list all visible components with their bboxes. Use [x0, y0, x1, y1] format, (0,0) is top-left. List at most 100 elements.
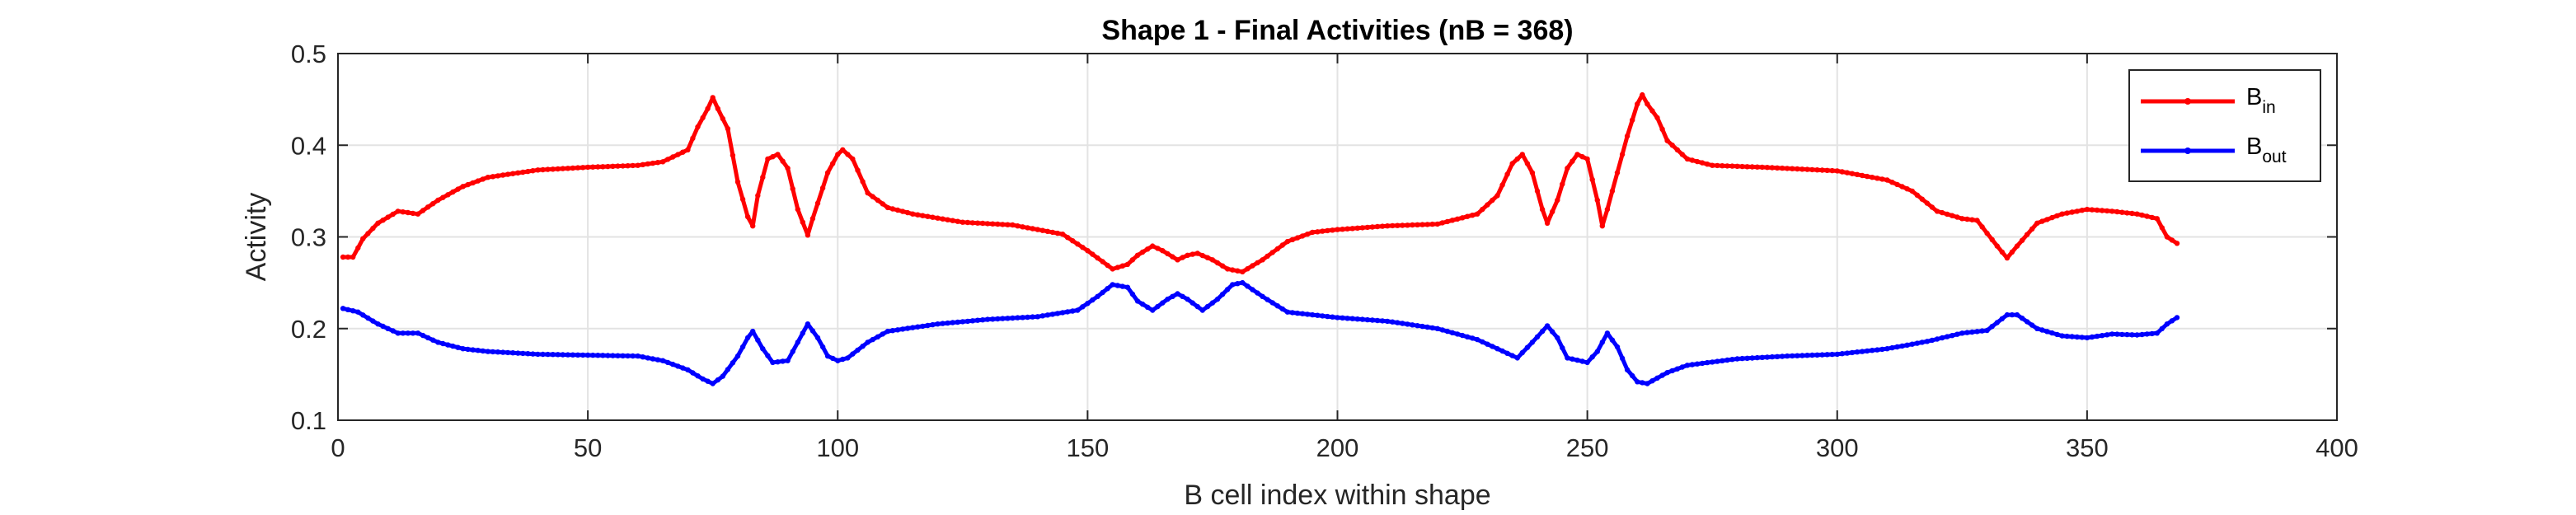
data-point-b-in [680, 149, 686, 155]
data-point-b-out [1524, 344, 1531, 350]
data-point-b-in [1204, 255, 1211, 260]
data-point-b-out [1914, 340, 1920, 346]
data-point-b-in [1485, 202, 1490, 208]
data-point-b-out [1560, 344, 1565, 351]
data-point-b-in [935, 215, 941, 221]
data-point-b-out [2174, 315, 2180, 321]
data-point-b-in [884, 204, 891, 211]
data-point-b-in [1155, 246, 1161, 251]
data-point-b-in [990, 221, 996, 227]
data-point-b-out [875, 334, 881, 339]
data-point-b-in [584, 164, 591, 171]
data-point-b-out [1310, 311, 1316, 318]
data-point-b-in [2104, 208, 2110, 214]
data-point-b-in [1070, 238, 1076, 244]
data-point-b-in [480, 176, 486, 182]
data-point-b-in [1599, 223, 1606, 229]
data-point-b-out [1209, 300, 1216, 306]
data-point-b-in [2009, 249, 2015, 255]
data-point-b-in [2004, 255, 2011, 261]
data-point-b-out [1005, 316, 1011, 321]
data-point-b-out [830, 355, 836, 362]
data-point-b-out [1779, 353, 1785, 359]
data-point-b-in [525, 168, 531, 175]
data-point-b-out [1020, 315, 1025, 321]
data-point-b-in [915, 212, 921, 218]
series-group [340, 279, 2180, 386]
data-point-b-in [2034, 220, 2040, 226]
data-point-b-out [805, 321, 811, 327]
data-point-b-out [1340, 315, 1345, 321]
data-point-b-in [1129, 257, 1136, 263]
data-point-b-in [1614, 170, 1621, 176]
data-point-b-in [870, 194, 875, 199]
data-point-b-out [894, 327, 901, 333]
data-point-b-out [990, 316, 996, 322]
data-point-b-out [450, 343, 456, 349]
data-point-b-in [355, 245, 361, 251]
data-point-b-out [1769, 353, 1776, 360]
data-point-b-in [595, 164, 601, 170]
x-tick-label: 250 [1566, 433, 1609, 462]
data-point-b-out [1679, 364, 1686, 370]
data-point-b-out [1265, 297, 1270, 302]
data-point-b-in [475, 178, 481, 184]
data-point-b-in [1674, 147, 1681, 152]
data-point-b-in [615, 163, 621, 169]
data-point-b-out [710, 381, 716, 386]
data-point-b-out [550, 352, 556, 358]
data-point-b-out [2079, 335, 2085, 340]
data-point-b-out [1689, 362, 1696, 368]
data-point-b-out [1000, 316, 1006, 321]
data-point-b-out [1799, 353, 1805, 358]
data-point-b-out [1584, 359, 1590, 366]
data-point-b-in [1284, 238, 1291, 245]
data-point-b-out [2084, 335, 2090, 341]
data-point-b-out [2014, 311, 2020, 318]
data-point-b-in [1859, 172, 1865, 179]
data-point-b-in [960, 219, 966, 225]
data-point-b-out [1439, 327, 1446, 333]
data-point-b-in [1134, 252, 1141, 258]
data-point-b-in [2044, 217, 2050, 222]
data-point-b-in [450, 189, 456, 195]
data-point-b-in [1720, 163, 1725, 169]
data-point-b-in [790, 185, 795, 192]
legend-box [2128, 69, 2321, 182]
data-point-b-in [1150, 243, 1156, 249]
data-point-b-in [465, 181, 471, 188]
data-point-b-out [485, 349, 491, 354]
data-point-b-out [1494, 346, 1500, 352]
data-point-b-out [945, 320, 950, 326]
data-point-b-in [2029, 226, 2035, 232]
data-point-b-in [390, 211, 396, 218]
data-point-b-in [1734, 163, 1740, 169]
data-point-b-in [2154, 216, 2160, 222]
data-point-b-in [455, 186, 461, 192]
data-point-b-in [1005, 222, 1011, 227]
data-point-b-in [1844, 170, 1851, 176]
data-point-b-out [1630, 372, 1635, 379]
data-point-b-in [1289, 236, 1296, 242]
data-point-b-in [1739, 163, 1745, 170]
data-point-b-in [1749, 164, 1755, 170]
data-point-b-in [1330, 227, 1335, 233]
data-point-b-out [2024, 319, 2030, 325]
data-point-b-out [2164, 321, 2170, 327]
data-point-b-in [1594, 197, 1601, 204]
data-point-b-in [880, 201, 886, 207]
data-point-b-in [2089, 207, 2095, 213]
data-point-b-out [1390, 319, 1396, 325]
data-point-b-in [964, 219, 971, 226]
data-point-b-in [1854, 171, 1860, 177]
data-point-b-out [1235, 281, 1241, 287]
data-point-b-in [360, 236, 366, 241]
data-point-b-in [1550, 208, 1555, 215]
data-point-b-out [480, 348, 486, 354]
data-point-b-out [380, 323, 386, 330]
data-point-b-in [1090, 251, 1096, 257]
data-point-b-out [640, 354, 645, 360]
data-point-b-in [695, 124, 701, 130]
data-point-b-out [904, 325, 911, 331]
data-point-b-out [845, 355, 851, 361]
